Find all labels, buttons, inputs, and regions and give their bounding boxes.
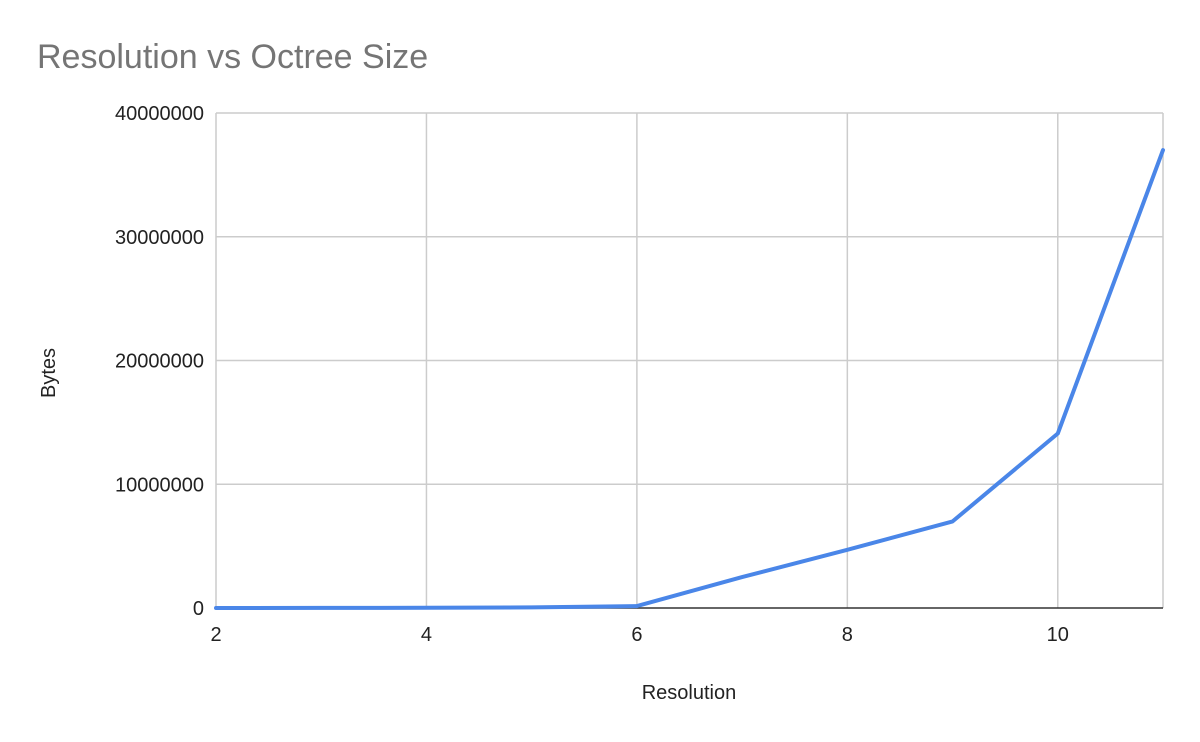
x-tick-label: 8: [842, 624, 853, 646]
y-tick-label: 30000000: [115, 227, 204, 249]
y-axis-title: Bytes: [38, 348, 60, 398]
x-tick-label: 6: [631, 624, 642, 646]
chart-title: Resolution vs Octree Size: [37, 38, 428, 76]
y-tick-label: 20000000: [115, 351, 204, 373]
x-tick-label: 10: [1047, 624, 1069, 646]
series-layer: [214, 148, 1165, 610]
tick-labels: 0 10000000 20000000 30000000 40000000 2 4 6 8 10: [115, 103, 1069, 646]
y-tick-label: 40000000: [115, 103, 204, 125]
y-tick-label: 10000000: [115, 474, 204, 496]
series-line: [214, 148, 1165, 610]
grid: [215, 112, 1164, 609]
x-axis-title: Resolution: [642, 682, 737, 704]
x-tick-label: 2: [210, 624, 221, 646]
x-tick-label: 4: [421, 624, 432, 646]
y-tick-label: 0: [193, 598, 204, 620]
